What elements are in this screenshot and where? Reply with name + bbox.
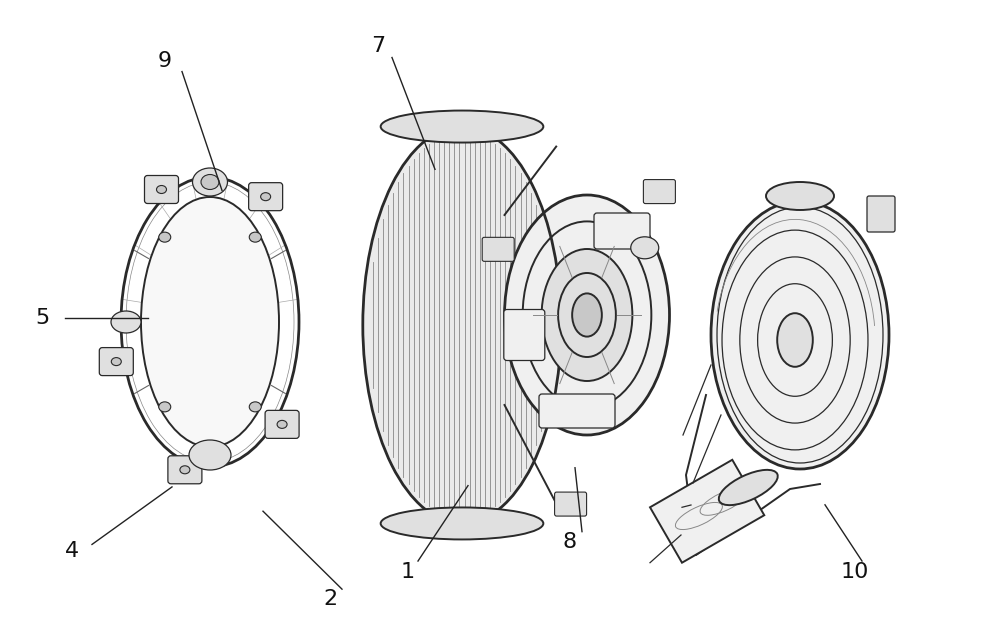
FancyBboxPatch shape: [643, 180, 675, 204]
FancyBboxPatch shape: [867, 196, 895, 232]
Ellipse shape: [249, 402, 261, 412]
Ellipse shape: [766, 182, 834, 210]
Ellipse shape: [777, 313, 813, 367]
Ellipse shape: [381, 507, 543, 539]
FancyBboxPatch shape: [99, 348, 133, 376]
Ellipse shape: [711, 201, 889, 469]
Ellipse shape: [505, 195, 670, 435]
Ellipse shape: [631, 237, 659, 259]
Ellipse shape: [189, 440, 231, 470]
Text: 9: 9: [158, 50, 172, 71]
FancyBboxPatch shape: [482, 237, 514, 261]
Text: 4: 4: [65, 541, 79, 561]
Ellipse shape: [111, 311, 141, 333]
FancyBboxPatch shape: [504, 309, 545, 360]
FancyBboxPatch shape: [249, 183, 283, 211]
Text: 7: 7: [371, 36, 385, 56]
Ellipse shape: [180, 466, 190, 473]
Ellipse shape: [719, 470, 778, 505]
Ellipse shape: [141, 197, 279, 447]
Ellipse shape: [542, 249, 632, 381]
FancyBboxPatch shape: [145, 176, 179, 203]
Text: 2: 2: [323, 589, 337, 610]
Ellipse shape: [249, 232, 261, 242]
Text: 10: 10: [841, 562, 869, 582]
Polygon shape: [650, 460, 764, 563]
Ellipse shape: [159, 402, 171, 412]
FancyBboxPatch shape: [168, 456, 202, 484]
Ellipse shape: [159, 232, 171, 242]
Ellipse shape: [277, 420, 287, 428]
Ellipse shape: [558, 273, 616, 357]
FancyBboxPatch shape: [265, 410, 299, 438]
FancyBboxPatch shape: [555, 492, 587, 516]
Ellipse shape: [363, 127, 561, 523]
Text: 1: 1: [401, 562, 415, 582]
FancyBboxPatch shape: [539, 394, 615, 428]
Ellipse shape: [157, 185, 167, 194]
Text: 5: 5: [35, 307, 49, 328]
Ellipse shape: [381, 111, 543, 142]
Ellipse shape: [572, 293, 602, 337]
Ellipse shape: [192, 168, 228, 196]
Text: 8: 8: [563, 532, 577, 552]
Ellipse shape: [261, 193, 271, 201]
Ellipse shape: [111, 358, 121, 366]
Ellipse shape: [201, 174, 219, 190]
FancyBboxPatch shape: [594, 213, 650, 249]
